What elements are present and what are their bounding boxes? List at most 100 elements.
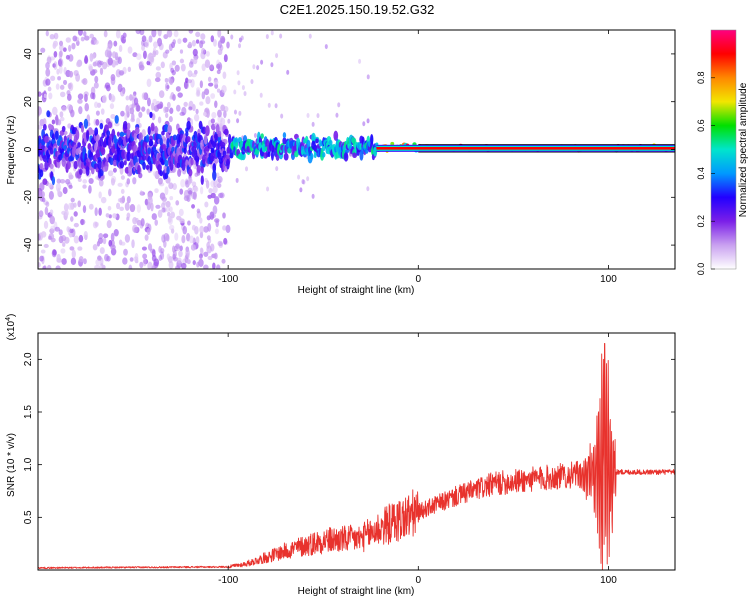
spectrogram-noise-blob: [69, 246, 75, 251]
colorbar-frame: [710, 29, 737, 270]
spectrogram-noise-blob: [110, 232, 115, 242]
spectrogram-noise-blob: [158, 90, 165, 98]
spectrogram-noise-blob: [195, 108, 199, 115]
spectrogram-trace-blob: [51, 176, 56, 186]
spectrogram-noise-blob: [88, 177, 94, 185]
spectrogram-noise-blob: [235, 177, 239, 183]
spectrogram-noise-blob: [92, 61, 97, 67]
spectrogram-noise-blob: [67, 123, 72, 129]
spectrogram-noise-blob: [141, 35, 147, 43]
spectrogram-noise-blob: [73, 211, 78, 217]
spectrogram-noise-blob: [126, 178, 131, 185]
spectrogram-trace-blob: [154, 125, 158, 134]
spectrogram-trace-blob: [186, 120, 191, 130]
spectrogram-noise-blob: [111, 51, 117, 59]
spectrogram-trace-blob: [107, 121, 113, 129]
spectrogram-noise-blob: [133, 256, 139, 262]
spectrogram-noise-blob: [112, 213, 117, 219]
spectrogram-noise-blob: [50, 75, 56, 81]
spectrogram-noise-blob: [207, 76, 212, 82]
spectrogram-trace-blob: [109, 157, 114, 166]
spectrogram-trace-blob: [147, 147, 152, 155]
spectrogram-noise-blob: [149, 54, 155, 64]
spectrogram-noise-blob: [201, 47, 206, 55]
spectrogram-noise-blob: [177, 257, 182, 264]
spectrogram-noise-blob: [141, 106, 146, 112]
spectrogram-noise-blob: [57, 187, 61, 197]
spectrogram-noise-blob: [149, 55, 154, 63]
spectrogram-noise-blob: [112, 167, 117, 173]
spectrogram-noise-blob: [173, 30, 179, 38]
spectrogram-noise-blob: [127, 66, 132, 73]
spectrogram-noise-blob: [217, 240, 223, 247]
spectrogram-noise-blob: [146, 228, 151, 236]
spectrogram-noise-blob: [78, 234, 84, 243]
spectrogram-noise-blob: [98, 232, 104, 240]
spectrogram-noise-blob: [161, 207, 166, 213]
spectrogram-trace-blob: [133, 132, 138, 141]
spectrogram-noise-blob: [188, 41, 192, 48]
spectrogram-noise-blob: [217, 30, 222, 38]
spectrogram-noise-blob: [141, 246, 147, 251]
spectrogram-noise-blob: [52, 63, 56, 68]
spectrogram-trace-blob: [352, 152, 358, 159]
spectrogram-noise-blob: [199, 186, 204, 195]
spectrogram-noise-blob: [62, 47, 67, 52]
spectrogram-noise-blob: [152, 171, 157, 177]
spectrogram-noise-blob: [199, 225, 205, 234]
spectrogram-y-tick-label: -40: [23, 237, 34, 252]
spectrogram-noise-blob: [217, 109, 222, 118]
spectrogram-noise-blob: [138, 111, 143, 118]
spectrogram-noise-blob: [100, 257, 104, 266]
spectrogram-noise-blob: [252, 64, 256, 70]
spectrogram-noise-blob: [203, 251, 209, 257]
spectrogram-noise-blob: [199, 217, 203, 224]
spectrogram-noise-blob: [155, 66, 161, 71]
spectrogram-trace-blob: [282, 137, 287, 145]
spectrogram-noise-blob: [102, 237, 107, 245]
spectrogram-noise-blob: [154, 188, 159, 194]
spectrogram-noise-blob: [316, 113, 320, 119]
spectrogram-trace-blob: [80, 124, 85, 133]
spectrogram-noise-blob: [187, 187, 193, 195]
spectrogram-noise-blob: [275, 166, 279, 172]
spectrogram-noise-blob: [90, 39, 94, 45]
spectrogram-noise-blob: [185, 77, 189, 84]
spectrogram-y-tick-label: -20: [23, 190, 34, 205]
colorbar-tick-label: 0.8: [696, 72, 706, 85]
spectrogram-noise-blob: [84, 103, 90, 112]
spectrogram-noise-blob: [179, 58, 185, 64]
spectrogram-noise-blob: [207, 255, 213, 261]
spectrogram-noise-blob: [147, 97, 151, 107]
spectrogram-noise-blob: [274, 103, 278, 109]
spectrogram-trace-blob: [313, 152, 317, 159]
spectrogram-noise-blob: [152, 50, 157, 58]
spectrogram-noise-blob: [114, 122, 120, 127]
spectrogram-noise-blob: [67, 103, 73, 111]
spectrogram-noise-blob: [52, 40, 59, 47]
spectrogram-noise-blob: [47, 182, 53, 188]
spectrogram-noise-blob: [139, 190, 143, 196]
spectrogram-trace-blob: [210, 147, 215, 154]
spectrogram-noise-blob: [110, 244, 116, 251]
spectrogram-trace-blob: [370, 134, 374, 145]
spectrogram-noise-blob: [39, 255, 44, 262]
spectrogram-noise-blob: [63, 203, 69, 212]
spectrogram-noise-blob: [194, 225, 199, 235]
spectrogram-noise-blob: [119, 206, 124, 212]
spectrogram-noise-blob: [192, 48, 198, 57]
spectrogram-noise-blob: [58, 58, 64, 68]
spectrogram-noise-blob: [94, 207, 98, 217]
spectrogram-noise-blob: [157, 209, 163, 218]
spectrogram-trace-blob: [114, 114, 119, 124]
spectrogram-noise-blob: [169, 78, 174, 85]
spectrogram-noise-blob: [166, 85, 170, 90]
spectrogram-noise-blob: [126, 196, 131, 204]
snr-y-tick-label: 1.5: [23, 405, 34, 419]
spectrogram-noise-blob: [181, 234, 186, 244]
spectrogram-noise-blob: [45, 78, 51, 86]
spectrogram-noise-blob: [59, 111, 64, 118]
spectrogram-trace-blob: [181, 160, 186, 171]
spectrogram-noise-blob: [107, 57, 113, 66]
spectrogram-trace-blob: [51, 138, 56, 145]
